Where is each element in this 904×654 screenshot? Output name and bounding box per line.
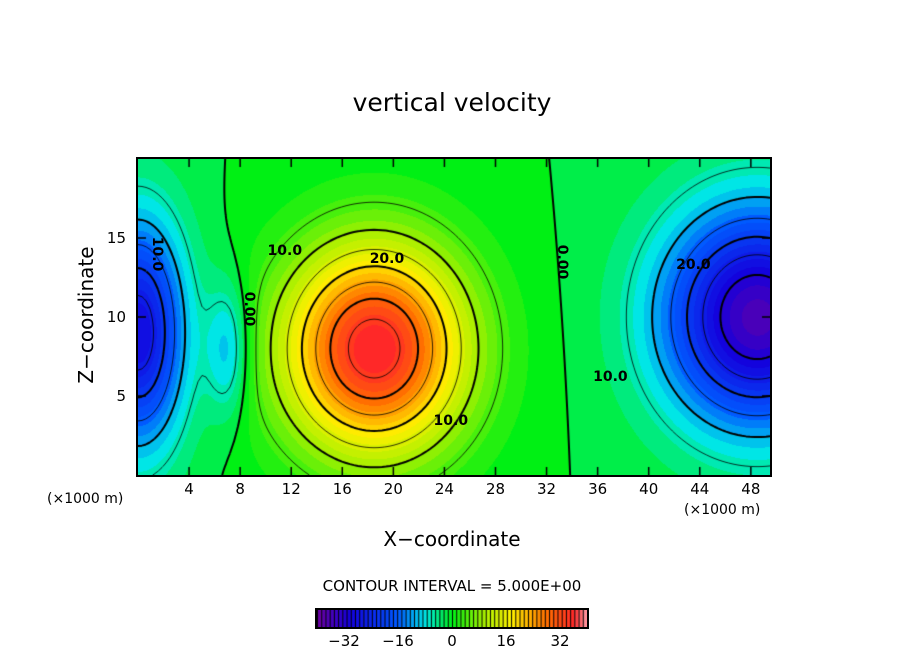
x-tick-label: 12 bbox=[281, 480, 301, 498]
x-tick-label: 24 bbox=[434, 480, 454, 498]
x-tick-label: 44 bbox=[690, 480, 710, 498]
contour-label: 10.0 bbox=[433, 413, 469, 430]
contour-label: 10.0 bbox=[149, 236, 166, 272]
x-axis-label: X−coordinate bbox=[383, 527, 521, 551]
x-tick-label: 40 bbox=[639, 480, 659, 498]
contour-label: 0.00 bbox=[241, 291, 258, 327]
x-tick-label: 20 bbox=[383, 480, 403, 498]
colorbar-tick-label: −32 bbox=[328, 632, 360, 650]
y-tick-label: 15 bbox=[106, 229, 126, 247]
colorbar-tick-label: 32 bbox=[550, 632, 570, 650]
x-unit-right: (×1000 m) bbox=[684, 502, 761, 518]
colorbar-tick-label: −16 bbox=[382, 632, 414, 650]
contour-label: 20.0 bbox=[369, 250, 405, 267]
x-tick-label: 16 bbox=[332, 480, 352, 498]
contour-interval-label: CONTOUR INTERVAL = 5.000E+00 bbox=[322, 577, 582, 595]
x-tick-label: 32 bbox=[537, 480, 557, 498]
x-unit-left: (×1000 m) bbox=[47, 491, 124, 507]
colorbar-tick-label: 0 bbox=[447, 632, 457, 650]
contour-plot-area bbox=[136, 157, 772, 477]
x-tick-label: 8 bbox=[235, 480, 245, 498]
contour-label: 0.00 bbox=[553, 244, 570, 279]
y-axis-label: Z−coordinate bbox=[74, 246, 98, 384]
x-tick-label: 28 bbox=[485, 480, 506, 498]
x-tick-label: 48 bbox=[741, 480, 761, 498]
colorbar-tick-label: 16 bbox=[496, 632, 516, 650]
contour-label: 10.0 bbox=[267, 242, 303, 259]
chart-title: vertical velocity bbox=[352, 88, 552, 117]
x-tick-label: 4 bbox=[184, 480, 194, 498]
y-tick-label: 5 bbox=[116, 387, 126, 405]
colorbar bbox=[315, 608, 589, 629]
y-tick-label: 10 bbox=[106, 308, 126, 326]
contour-label: 20.0 bbox=[676, 256, 711, 273]
contour-label: 10.0 bbox=[593, 369, 628, 386]
x-tick-label: 36 bbox=[588, 480, 608, 498]
